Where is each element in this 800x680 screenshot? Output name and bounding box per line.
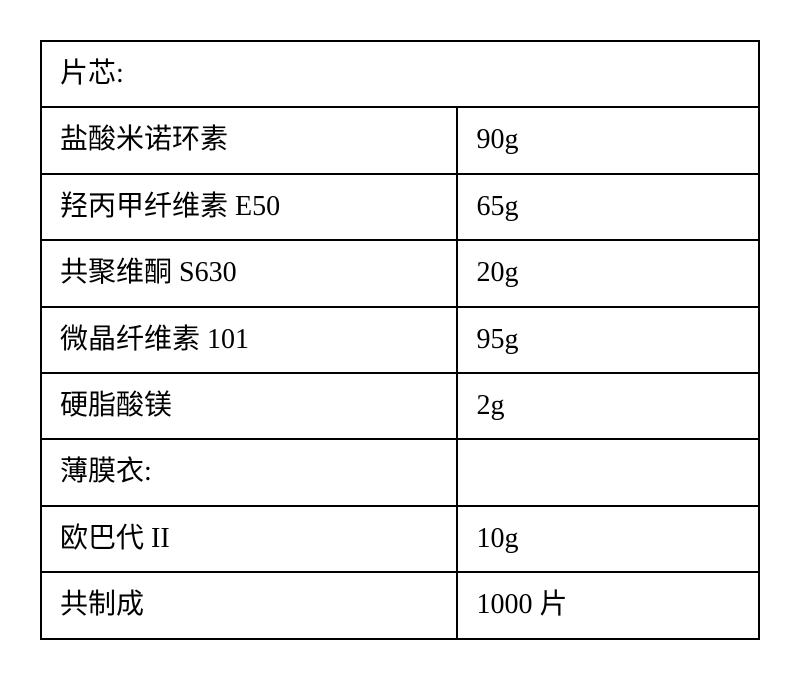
ingredient-value: 1000 片 — [457, 572, 759, 638]
table-row: 硬脂酸镁 2g — [41, 373, 759, 439]
section-header-row: 片芯: — [41, 41, 759, 107]
formulation-table: 片芯: 盐酸米诺环素 90g 羟丙甲纤维素 E50 65g 共聚维酮 S630 … — [40, 40, 760, 640]
ingredient-label: 硬脂酸镁 — [41, 373, 457, 439]
ingredient-value: 95g — [457, 307, 759, 373]
table-row: 微晶纤维素 101 95g — [41, 307, 759, 373]
formulation-table-container: 片芯: 盐酸米诺环素 90g 羟丙甲纤维素 E50 65g 共聚维酮 S630 … — [40, 40, 760, 640]
table-row: 欧巴代 II 10g — [41, 506, 759, 572]
section-header-cell: 薄膜衣: — [41, 439, 457, 505]
table-row: 盐酸米诺环素 90g — [41, 107, 759, 173]
ingredient-value: 10g — [457, 506, 759, 572]
ingredient-label: 羟丙甲纤维素 E50 — [41, 174, 457, 240]
ingredient-label: 共聚维酮 S630 — [41, 240, 457, 306]
section-header-row: 薄膜衣: — [41, 439, 759, 505]
ingredient-value: 90g — [457, 107, 759, 173]
section-header-empty — [457, 439, 759, 505]
ingredient-label: 共制成 — [41, 572, 457, 638]
ingredient-label: 欧巴代 II — [41, 506, 457, 572]
ingredient-value: 20g — [457, 240, 759, 306]
ingredient-value: 2g — [457, 373, 759, 439]
ingredient-label: 盐酸米诺环素 — [41, 107, 457, 173]
section-header-cell: 片芯: — [41, 41, 759, 107]
ingredient-value: 65g — [457, 174, 759, 240]
table-row: 共聚维酮 S630 20g — [41, 240, 759, 306]
ingredient-label: 微晶纤维素 101 — [41, 307, 457, 373]
table-row: 共制成 1000 片 — [41, 572, 759, 638]
table-row: 羟丙甲纤维素 E50 65g — [41, 174, 759, 240]
